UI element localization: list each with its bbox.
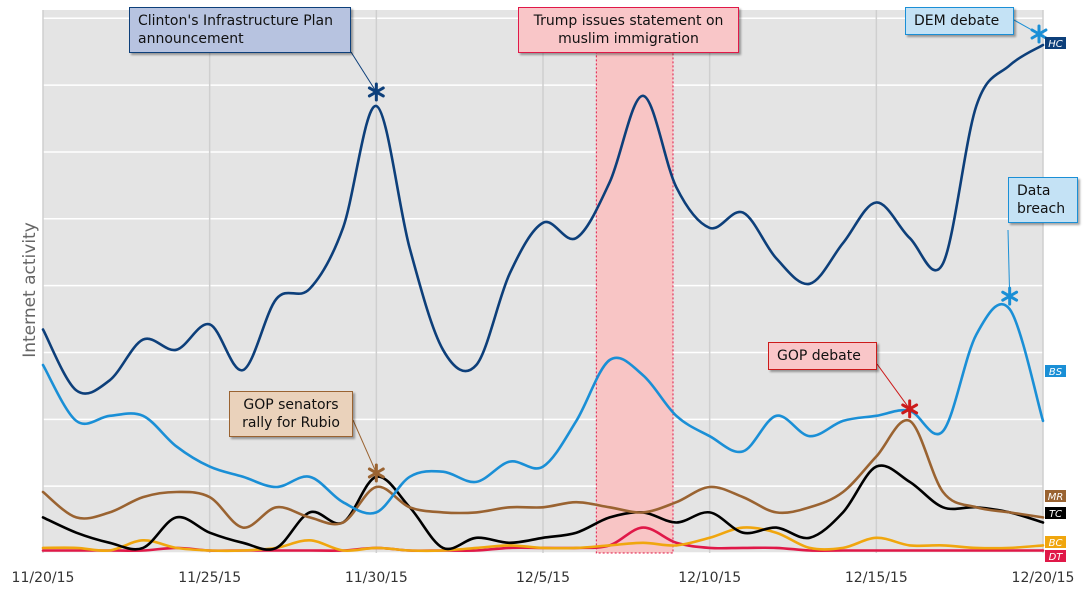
series-end-label-tc: TC	[1045, 507, 1066, 520]
event-marker-3	[1001, 286, 1019, 306]
series-end-label-text: DT	[1049, 552, 1064, 563]
series-lines	[41, 43, 1045, 553]
series-end-label-bg	[1045, 365, 1066, 377]
annotation-line: rally for Rubio	[242, 415, 340, 431]
annotation-line: announcement	[138, 31, 244, 47]
x-tick-label: 12/10/15	[678, 570, 741, 586]
series-end-label-bg	[1045, 550, 1066, 562]
series-end-label-bg	[1045, 37, 1066, 49]
series-end-label-bg	[1045, 507, 1066, 519]
series-end-label-hc: HC	[1045, 37, 1066, 50]
series-end-label-text: BS	[1049, 367, 1063, 378]
event-marker-stroke	[367, 467, 385, 479]
series-end-label-text: TC	[1049, 509, 1062, 520]
x-tick-label: 12/15/15	[845, 570, 908, 586]
series-line-hc	[41, 43, 1045, 395]
annotation-connector	[876, 363, 911, 410]
event-marker-stroke	[1001, 290, 1019, 302]
event-markers	[367, 24, 1048, 483]
event-marker-4	[901, 399, 919, 419]
annotation-gop-debate: GOP debate	[768, 342, 877, 370]
series-end-label-bg	[1045, 536, 1066, 548]
x-tick-label: 12/5/15	[516, 570, 570, 586]
series-end-label-mr: MR	[1045, 490, 1066, 503]
annotation-line: DEM debate	[914, 13, 1000, 29]
series-line-mr	[41, 418, 1045, 529]
annotation-line: Trump issues statement on	[533, 13, 724, 29]
annotation-connector	[350, 51, 377, 93]
annotation-line: muslim immigration	[558, 31, 699, 47]
y-axis-label-text: Internet activity	[20, 222, 40, 358]
series-end-label-bs: BS	[1045, 365, 1066, 378]
series-end-labels: HC BS MR TC BC DT	[1045, 37, 1066, 563]
series-end-label-text: MR	[1048, 492, 1064, 503]
gridlines-vertical	[42, 10, 1044, 553]
annotation-connector	[1007, 229, 1011, 297]
series-end-label-dt: DT	[1045, 550, 1066, 563]
x-tick-label: 11/25/15	[178, 570, 241, 586]
annotation-infrastructure-plan: Clinton's Infrastructure Plan announceme…	[129, 7, 351, 53]
annotation-gop-senators: GOP senators rally for Rubio	[229, 391, 353, 437]
shaded-period	[595, 9, 674, 554]
series-end-label-bc: BC	[1045, 536, 1066, 549]
series-end-label-text: HC	[1048, 39, 1063, 50]
series-line-bs	[41, 302, 1045, 515]
annotation-connectors	[350, 19, 1040, 474]
x-tick-label: 11/30/15	[345, 570, 408, 586]
annotation-line: Data	[1017, 183, 1051, 199]
annotation-muslim-immigration: Trump issues statement on muslim immigra…	[518, 7, 739, 53]
annotation-line: breach	[1017, 201, 1066, 217]
annotation-line: Clinton's Infrastructure Plan	[138, 13, 333, 29]
annotation-connector	[352, 419, 377, 474]
annotation-dem-debate: DEM debate	[905, 7, 1014, 35]
series-line-bc	[41, 526, 1045, 553]
series-end-label-text: BC	[1049, 538, 1063, 549]
event-marker-2	[1030, 24, 1048, 44]
event-marker-stroke	[1030, 28, 1048, 40]
x-tick-label: 12/20/15	[1012, 570, 1075, 586]
x-tick-label: 11/20/15	[12, 570, 75, 586]
series-end-label-bg	[1045, 490, 1066, 502]
x-axis-ticks: 11/20/15 11/25/15 11/30/15 12/5/15 12/10/15 1…	[12, 570, 1075, 586]
annotation-line: GOP senators	[243, 397, 339, 413]
event-marker-stroke	[901, 403, 919, 415]
y-axis-label: Internet activity	[0, 190, 60, 390]
event-marker-5	[367, 463, 385, 483]
annotation-data-breach: Data breach	[1008, 177, 1078, 223]
series-line-tc	[41, 464, 1045, 551]
event-marker-stroke	[367, 86, 385, 98]
annotation-line: GOP debate	[777, 348, 861, 364]
event-marker-0	[367, 82, 385, 102]
